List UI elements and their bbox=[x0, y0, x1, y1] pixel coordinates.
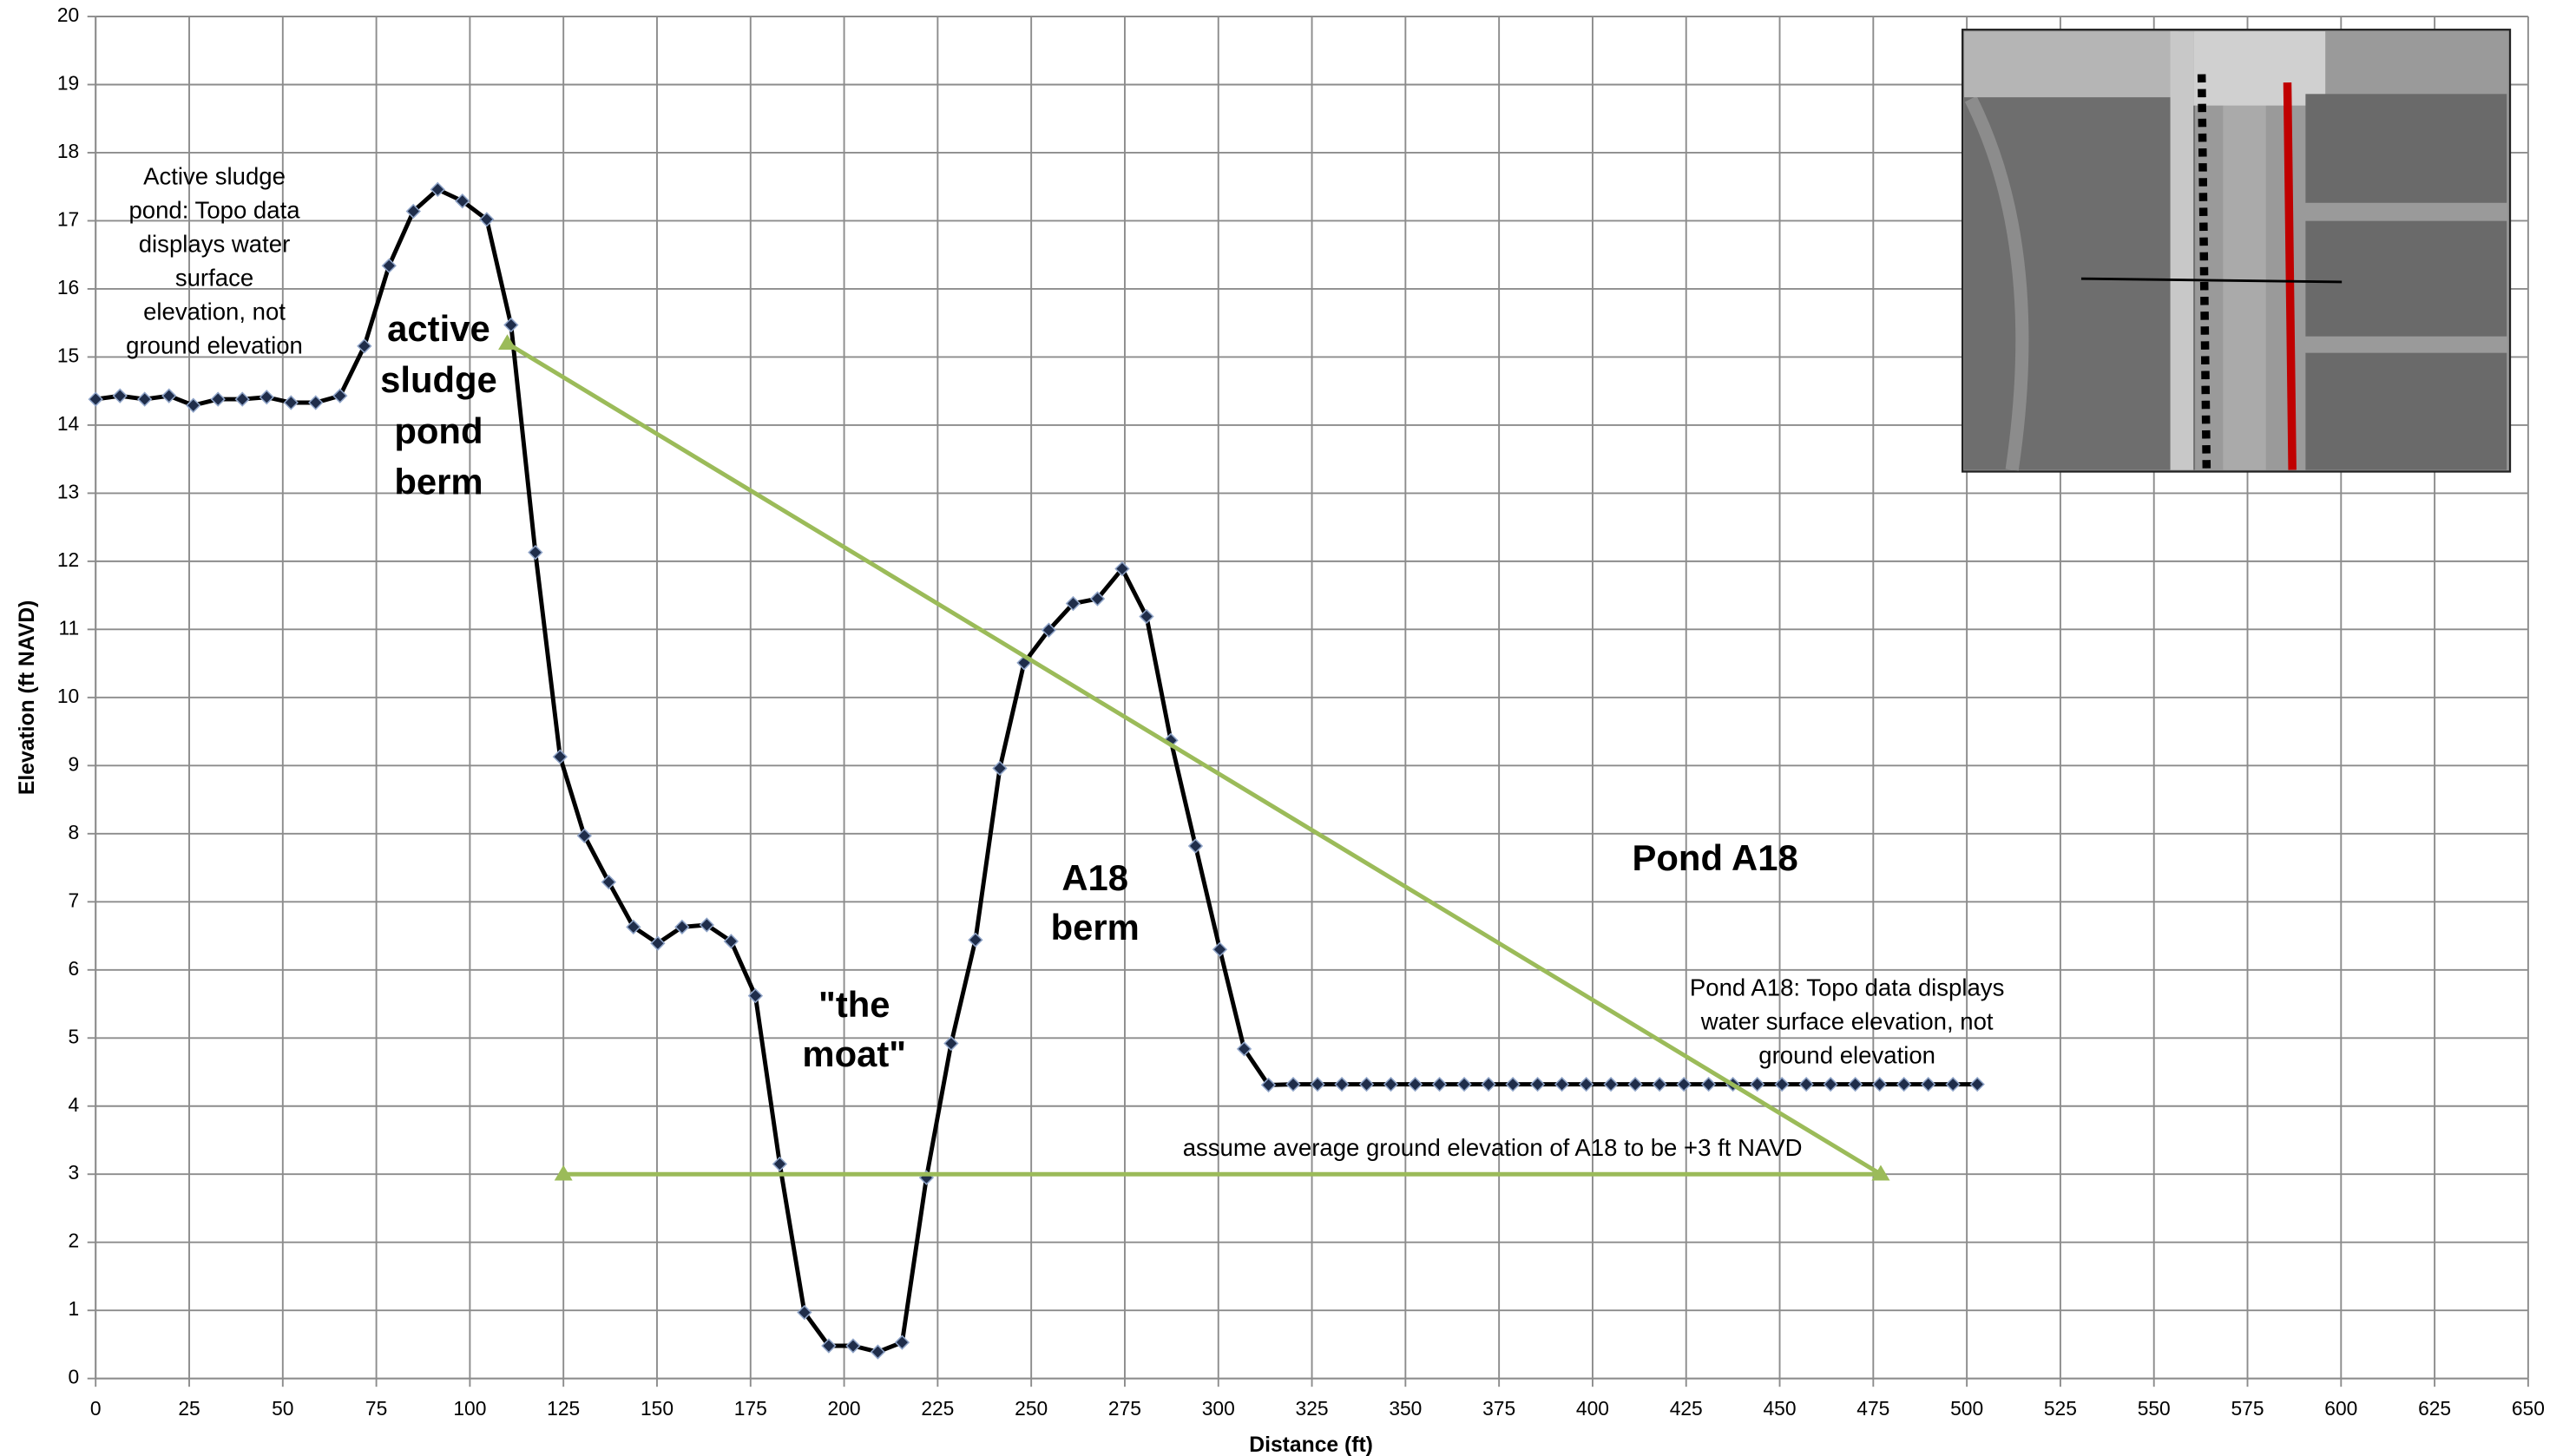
y-tick-label: 7 bbox=[69, 889, 80, 911]
x-tick-label: 50 bbox=[272, 1397, 293, 1420]
y-tick-label: 2 bbox=[69, 1230, 80, 1252]
x-tick-label: 125 bbox=[547, 1397, 580, 1420]
x-tick-label: 650 bbox=[2512, 1397, 2545, 1420]
x-tick-label: 450 bbox=[1764, 1397, 1797, 1420]
y-tick-label: 17 bbox=[57, 207, 79, 230]
x-tick-label: 475 bbox=[1856, 1397, 1889, 1420]
chart: Distance (ft) Elevation (ft NAVD) 012345… bbox=[0, 0, 2576, 1456]
annotation: Active sludge bbox=[143, 163, 286, 190]
x-tick-label: 575 bbox=[2231, 1397, 2264, 1420]
y-tick-label: 1 bbox=[69, 1297, 80, 1320]
y-tick-label: 8 bbox=[69, 821, 80, 843]
annotation: pond bbox=[394, 410, 483, 451]
annotation: berm bbox=[1051, 907, 1140, 948]
y-tick-label: 20 bbox=[57, 3, 79, 26]
annotation: water surface elevation, not bbox=[1700, 1007, 1994, 1034]
inset-map bbox=[1962, 30, 2510, 471]
annotation: active bbox=[387, 308, 490, 349]
x-tick-label: 550 bbox=[2138, 1397, 2171, 1420]
y-tick-label: 9 bbox=[69, 752, 80, 775]
x-tick-label: 350 bbox=[1389, 1397, 1422, 1420]
y-tick-label: 13 bbox=[57, 480, 79, 502]
x-axis-title: Distance (ft) bbox=[1249, 1433, 1373, 1456]
y-tick-label: 11 bbox=[59, 616, 80, 639]
annotation: A18 bbox=[1061, 857, 1128, 898]
annotation: berm bbox=[394, 462, 483, 502]
x-tick-label: 25 bbox=[178, 1397, 200, 1420]
inset-levee bbox=[2223, 82, 2265, 470]
y-tick-label: 12 bbox=[57, 548, 79, 571]
x-tick-label: 525 bbox=[2044, 1397, 2077, 1420]
x-tick-label: 75 bbox=[365, 1397, 387, 1420]
annotation: pond: Topo data bbox=[128, 196, 300, 223]
y-tick-label: 10 bbox=[57, 685, 79, 707]
y-tick-label: 16 bbox=[57, 276, 79, 298]
x-tick-label: 375 bbox=[1482, 1397, 1515, 1420]
x-tick-label: 600 bbox=[2324, 1397, 2357, 1420]
annotation: Pond A18: Topo data displays bbox=[1690, 974, 2004, 1000]
x-tick-label: 100 bbox=[453, 1397, 486, 1420]
annotation: ground elevation bbox=[1758, 1041, 1935, 1068]
y-tick-label: 14 bbox=[57, 412, 80, 435]
x-tick-label: 250 bbox=[1015, 1397, 1048, 1420]
y-tick-label: 6 bbox=[69, 957, 80, 980]
x-tick-label: 225 bbox=[921, 1397, 954, 1420]
x-tick-label: 500 bbox=[1950, 1397, 1983, 1420]
y-tick-label: 15 bbox=[57, 344, 79, 366]
x-tick-label: 300 bbox=[1202, 1397, 1235, 1420]
x-tick-label: 175 bbox=[734, 1397, 767, 1420]
y-tick-label: 4 bbox=[69, 1093, 80, 1116]
y-tick-label: 5 bbox=[69, 1025, 80, 1047]
x-tick-label: 200 bbox=[828, 1397, 861, 1420]
y-tick-label: 18 bbox=[57, 140, 79, 162]
y-axis-title: Elevation (ft NAVD) bbox=[16, 600, 39, 795]
x-tick-label: 425 bbox=[1670, 1397, 1703, 1420]
inset-road bbox=[1964, 31, 2178, 97]
annotation: displays water bbox=[139, 230, 291, 257]
inset-pond bbox=[2305, 221, 2507, 337]
inset-red-line bbox=[2287, 82, 2292, 470]
annotation: surface bbox=[175, 264, 253, 291]
x-tick-label: 400 bbox=[1576, 1397, 1609, 1420]
inset-pond bbox=[2305, 353, 2507, 470]
annotation: sludge bbox=[380, 359, 497, 400]
x-tick-label: 625 bbox=[2418, 1397, 2451, 1420]
inset-pond bbox=[2305, 94, 2507, 202]
inset-levee bbox=[2171, 31, 2194, 469]
x-tick-label: 275 bbox=[1108, 1397, 1141, 1420]
annotation: assume average ground elevation of A18 t… bbox=[1183, 1134, 1803, 1161]
x-tick-label: 325 bbox=[1296, 1397, 1329, 1420]
annotation: Pond A18 bbox=[1633, 837, 1798, 878]
annotation: "the bbox=[818, 984, 890, 1025]
annotation: ground elevation bbox=[126, 331, 303, 358]
y-tick-label: 0 bbox=[69, 1366, 80, 1388]
x-tick-label: 0 bbox=[90, 1397, 102, 1420]
y-tick-label: 3 bbox=[69, 1161, 80, 1184]
y-tick-label: 19 bbox=[57, 72, 79, 95]
annotation: moat" bbox=[802, 1033, 906, 1074]
annotation: elevation, not bbox=[143, 298, 286, 325]
x-tick-label: 150 bbox=[641, 1397, 674, 1420]
